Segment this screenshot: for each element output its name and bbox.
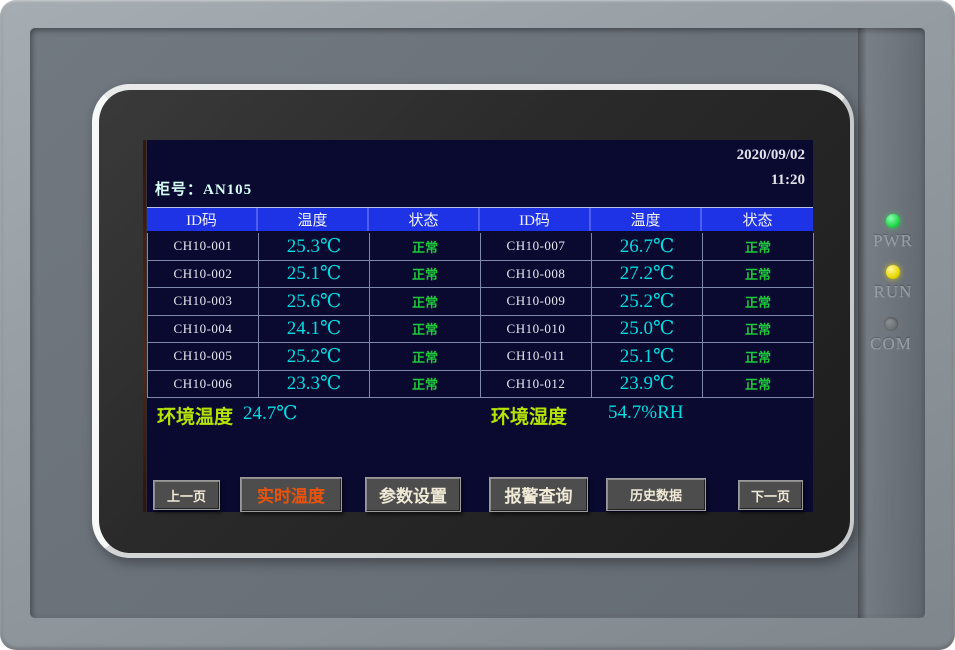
channel-id: CH10-012	[481, 370, 592, 398]
channel-temp: 25.6℃	[259, 288, 370, 316]
ambient-humidity-label: 环境湿度	[491, 407, 568, 428]
channel-id: CH10-009	[481, 288, 592, 316]
led-group-run: RUN	[862, 265, 924, 302]
run-led-label: RUN	[873, 282, 913, 301]
channel-status: 正常	[703, 370, 814, 398]
channel-status: 正常	[370, 260, 481, 288]
run-led-icon	[886, 265, 900, 279]
header-id-1: ID码	[147, 208, 258, 231]
channel-id: CH10-001	[148, 233, 259, 261]
time-text: 11:20	[770, 172, 805, 188]
channel-id: CH10-004	[148, 315, 259, 343]
channel-temp: 26.7℃	[592, 233, 703, 261]
channel-id: CH10-006	[148, 370, 259, 398]
channel-temp: 24.1℃	[259, 315, 370, 343]
channel-temp: 25.3℃	[259, 233, 370, 261]
channel-table: ID码 温度 状态 ID码 温度 状态 CH10-001 25.3℃ 正常 CH…	[147, 207, 814, 398]
channel-temp: 25.2℃	[259, 343, 370, 371]
table-body: CH10-001 25.3℃ 正常 CH10-007 26.7℃ 正常 CH10…	[147, 233, 814, 398]
environment-row: 环境温度 24.7℃ 环境湿度 54.7%RH	[147, 402, 813, 428]
ambient-humidity-value: 54.7%RH	[608, 402, 684, 423]
led-group-pwr: PWR	[862, 214, 924, 251]
channel-status: 正常	[703, 288, 814, 316]
channel-id: CH10-007	[481, 233, 592, 261]
realtime-temp-button[interactable]: 实时温度	[240, 477, 342, 512]
channel-id: CH10-011	[481, 343, 592, 371]
channel-status: 正常	[370, 370, 481, 398]
channel-temp: 27.2℃	[592, 260, 703, 288]
channel-id: CH10-002	[148, 260, 259, 288]
pwr-led-icon	[886, 214, 900, 228]
channel-id: CH10-010	[481, 315, 592, 343]
channel-temp: 25.1℃	[592, 343, 703, 371]
cabinet-label: 柜号：	[155, 182, 204, 198]
display-left-edge	[143, 140, 146, 512]
channel-temp: 23.3℃	[259, 370, 370, 398]
channel-status: 正常	[703, 260, 814, 288]
channel-temp: 23.9℃	[592, 370, 703, 398]
next-page-button[interactable]: 下一页	[738, 480, 803, 510]
com-led-label: COM	[870, 334, 912, 353]
channel-status: 正常	[370, 233, 481, 261]
screen-assembly: 2020/09/02 11:20 柜号：AN105 ID码 温度 状态 ID码 …	[92, 84, 854, 558]
cabinet-value: AN105	[203, 182, 253, 198]
channel-status: 正常	[703, 233, 814, 261]
channel-status: 正常	[703, 315, 814, 343]
datetime-block: 2020/09/02 11:20	[737, 143, 805, 193]
parameter-settings-button[interactable]: 参数设置	[365, 477, 461, 512]
lcd-display: 2020/09/02 11:20 柜号：AN105 ID码 温度 状态 ID码 …	[143, 140, 814, 512]
channel-status: 正常	[703, 343, 814, 371]
date-text: 2020/09/02	[736, 147, 805, 163]
header-temp-1: 温度	[258, 208, 369, 231]
channel-id: CH10-008	[481, 260, 592, 288]
channel-id: CH10-003	[148, 288, 259, 316]
prev-page-button[interactable]: 上一页	[153, 480, 220, 510]
channel-status: 正常	[370, 288, 481, 316]
history-data-button[interactable]: 历史数据	[606, 478, 706, 511]
header-status-1: 状态	[369, 208, 480, 231]
led-group-com: COM	[860, 317, 922, 354]
channel-status: 正常	[370, 315, 481, 343]
header-temp-2: 温度	[591, 208, 702, 231]
table-header-row: ID码 温度 状态 ID码 温度 状态	[147, 207, 813, 233]
header-status-2: 状态	[742, 213, 773, 229]
channel-id: CH10-005	[148, 343, 259, 371]
channel-temp: 25.2℃	[592, 288, 703, 316]
cabinet-id: 柜号：AN105	[155, 178, 252, 199]
alarm-query-button[interactable]: 报警查询	[489, 477, 588, 512]
ambient-temp-value: 24.7℃	[243, 403, 298, 424]
ambient-temp-label: 环境温度	[157, 407, 234, 428]
com-led-icon	[884, 317, 898, 331]
pwr-led-label: PWR	[873, 231, 913, 250]
header-id-2: ID码	[480, 208, 591, 231]
channel-temp: 25.0℃	[592, 315, 703, 343]
channel-temp: 25.1℃	[259, 260, 370, 288]
channel-status: 正常	[370, 343, 481, 371]
